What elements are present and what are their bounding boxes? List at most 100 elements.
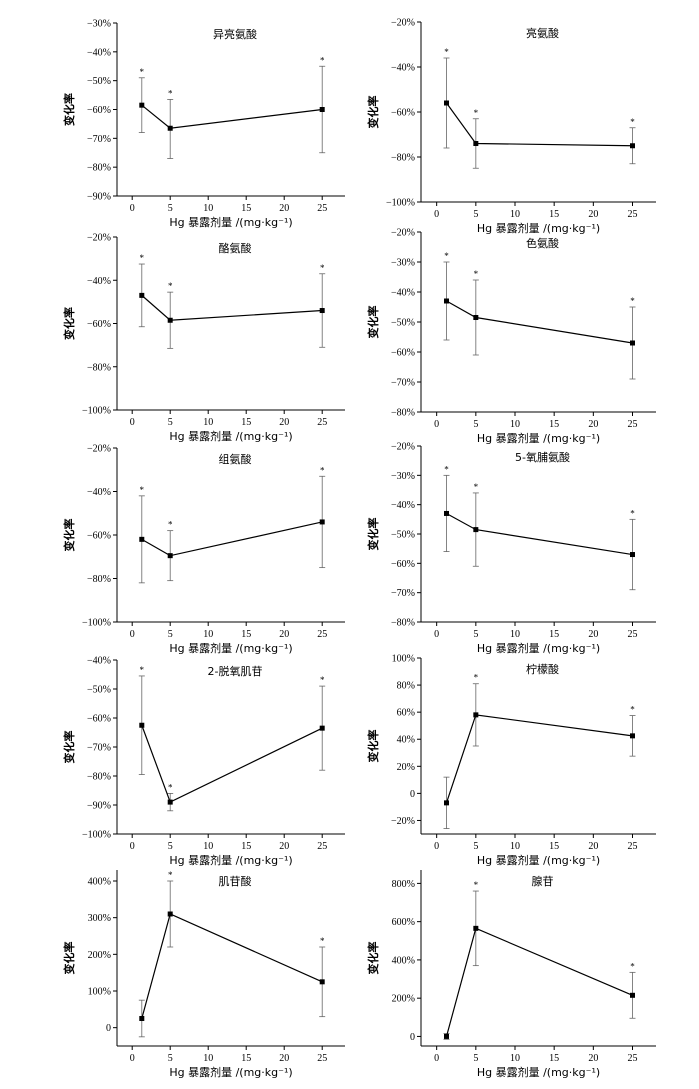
x-tick-label: 15	[549, 629, 559, 640]
data-point	[630, 733, 635, 739]
y-axis-label: 变化率	[366, 518, 380, 551]
x-axis-label: Hg 暴露剂量 /(mg·kg⁻¹)	[477, 641, 600, 655]
x-tick-label: 0	[434, 419, 439, 430]
y-tick-label: −70%	[391, 588, 415, 599]
x-tick-label: 10	[510, 629, 520, 640]
data-point	[167, 911, 173, 917]
chart-title: 腺苷	[532, 874, 554, 888]
chart-title: 异亮氨酸	[213, 27, 257, 41]
x-tick-label: 5	[473, 841, 478, 852]
chart-title: 色氨酸	[526, 236, 559, 250]
x-tick-label: 20	[279, 1053, 289, 1064]
significance-marker: *	[474, 269, 479, 279]
y-tick-label: −40%	[391, 500, 415, 511]
chart-title: 酪氨酸	[219, 241, 252, 255]
x-tick-label: 5	[473, 209, 478, 220]
y-tick-label: 600%	[392, 917, 415, 928]
x-axis-label: Hg 暴露剂量 /(mg·kg⁻¹)	[169, 641, 292, 655]
data-point	[630, 552, 635, 558]
x-axis-label: Hg 暴露剂量 /(mg·kg⁻¹)	[477, 221, 600, 235]
x-tick-label: 15	[549, 419, 559, 430]
y-tick-label: −50%	[87, 76, 111, 87]
x-tick-label: 0	[434, 629, 439, 640]
significance-marker: *	[168, 88, 173, 98]
y-tick-label: −40%	[87, 276, 111, 287]
x-tick-label: 25	[317, 203, 327, 214]
y-tick-label: 100%	[88, 987, 111, 998]
x-tick-label: 20	[588, 209, 598, 220]
y-tick-label: −30%	[391, 258, 415, 269]
data-point	[473, 925, 479, 931]
x-tick-label: 5	[473, 629, 478, 640]
y-tick-label: −60%	[87, 531, 111, 542]
chart-title: 2-脱氧肌苷	[208, 664, 263, 678]
data-point	[444, 510, 449, 516]
data-point	[630, 340, 635, 346]
significance-marker: *	[630, 117, 635, 127]
x-tick-label: 10	[203, 629, 213, 640]
data-point	[630, 143, 635, 149]
x-axis-label: Hg 暴露剂量 /(mg·kg⁻¹)	[169, 215, 292, 229]
x-tick-label: 25	[317, 1053, 327, 1064]
y-tick-label: 400%	[88, 877, 111, 888]
y-tick-label: −20%	[391, 18, 415, 29]
significance-marker: *	[630, 296, 635, 306]
y-tick-label: −100%	[386, 198, 415, 209]
y-tick-label: −90%	[87, 801, 111, 812]
data-point	[139, 102, 145, 108]
data-point	[444, 100, 449, 106]
data-point	[319, 308, 325, 314]
x-tick-label: 25	[628, 419, 638, 430]
significance-marker: *	[444, 47, 449, 57]
chart-title: 肌苷酸	[219, 874, 252, 888]
y-tick-label: −50%	[391, 318, 415, 329]
y-tick-label: −20%	[391, 816, 415, 827]
x-tick-label: 5	[473, 419, 478, 430]
y-tick-label: 60%	[397, 708, 415, 719]
y-tick-label: −80%	[391, 618, 415, 629]
chart-panel-1: −100% −80% −60% −40% −20% 0 5 10 15 20 25 Hg 暴露剂量 /…	[366, 18, 656, 235]
x-tick-label: 5	[473, 1053, 478, 1064]
x-tick-label: 15	[241, 1053, 251, 1064]
chart-panel-2: −100% −80% −60% −40% −20% 0 5 10 15 20 25 Hg 暴露剂量 /…	[62, 233, 345, 443]
x-tick-label: 25	[317, 629, 327, 640]
significance-marker: *	[168, 782, 173, 792]
y-tick-label: 800%	[392, 879, 415, 890]
data-point	[444, 800, 449, 806]
significance-marker: *	[474, 880, 479, 890]
y-tick-label: 300%	[88, 913, 111, 924]
data-point	[473, 315, 479, 320]
x-axis-label: Hg 暴露剂量 /(mg·kg⁻¹)	[169, 429, 292, 443]
y-tick-label: −60%	[391, 348, 415, 359]
significance-marker: *	[444, 251, 449, 261]
series-line	[446, 512, 633, 556]
series-line	[141, 104, 323, 129]
y-tick-label: −40%	[87, 47, 111, 58]
significance-marker: *	[474, 482, 479, 492]
y-tick-label: −60%	[391, 559, 415, 570]
y-tick-label: −70%	[391, 378, 415, 389]
y-axis-label: 变化率	[366, 730, 380, 763]
significance-marker: *	[140, 67, 145, 77]
data-point	[167, 799, 173, 805]
data-point	[473, 712, 479, 718]
y-tick-label: 400%	[392, 955, 415, 966]
chart-title: 亮氨酸	[526, 26, 559, 40]
y-axis-label: 变化率	[62, 307, 76, 340]
x-axis-label: Hg 暴露剂量 /(mg·kg⁻¹)	[477, 1065, 600, 1079]
significance-marker: *	[140, 485, 145, 495]
y-tick-label: −40%	[87, 656, 111, 667]
y-tick-label: −70%	[87, 743, 111, 754]
data-point	[444, 298, 449, 304]
y-tick-label: −60%	[87, 319, 111, 330]
x-tick-label: 20	[588, 841, 598, 852]
x-tick-label: 10	[510, 419, 520, 430]
y-tick-label: −70%	[87, 134, 111, 145]
significance-marker: *	[630, 961, 635, 971]
data-point	[167, 317, 173, 323]
x-tick-label: 10	[203, 841, 213, 852]
data-point	[139, 1016, 145, 1021]
y-tick-label: −20%	[391, 228, 415, 239]
x-tick-label: 10	[510, 841, 520, 852]
significance-marker: *	[630, 508, 635, 518]
